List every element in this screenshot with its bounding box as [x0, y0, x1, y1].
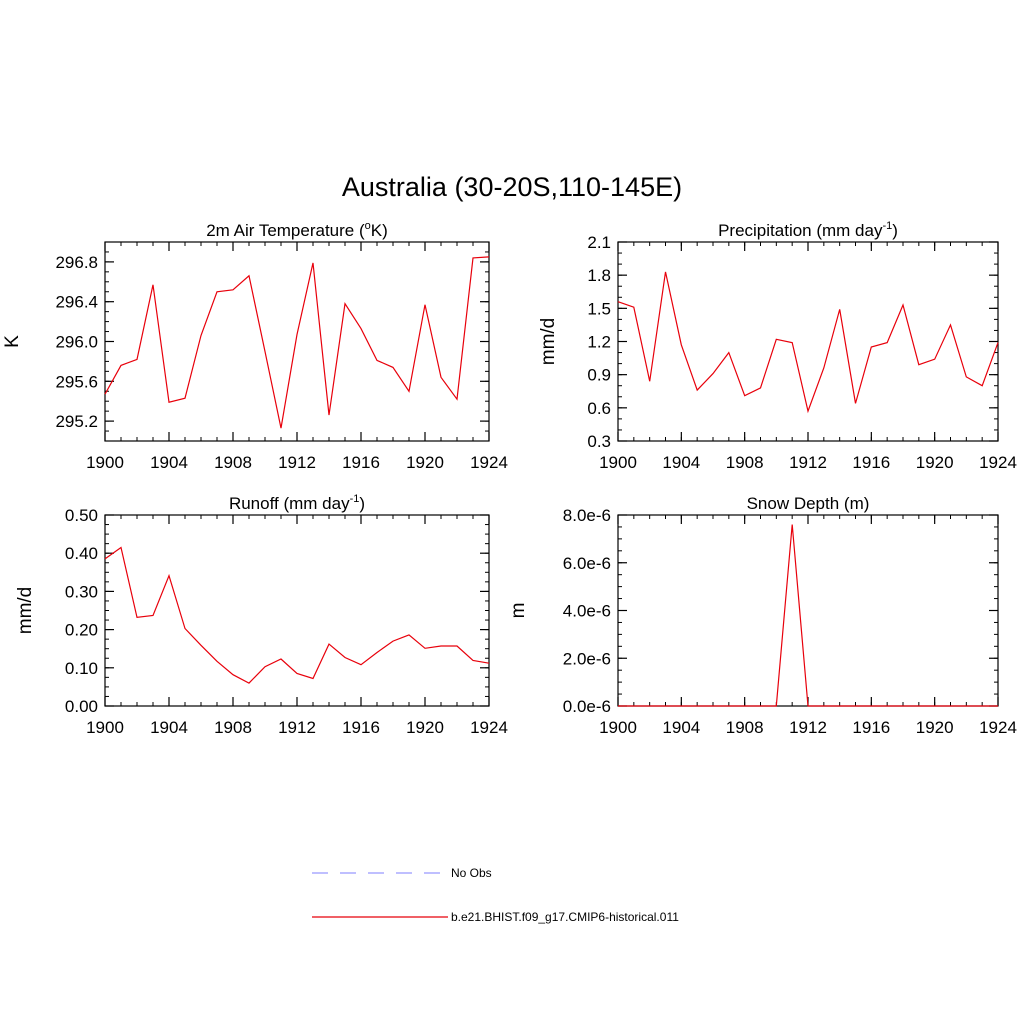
x-tick-label: 1904 — [662, 453, 700, 472]
x-tick-label: 1912 — [789, 718, 827, 737]
figure-title: Australia (30-20S,110-145E) — [342, 172, 682, 202]
y-tick-label: 0.6 — [587, 399, 611, 418]
x-tick-label: 1920 — [916, 453, 954, 472]
y-tick-label: 2.1 — [587, 233, 611, 252]
y-tick-label: 0.3 — [587, 432, 611, 451]
x-tick-label: 1920 — [406, 718, 444, 737]
x-tick-label: 1916 — [852, 718, 890, 737]
x-tick-label: 1912 — [789, 453, 827, 472]
x-tick-label: 1916 — [852, 453, 890, 472]
x-tick-label: 1900 — [86, 718, 124, 737]
x-tick-label: 1904 — [662, 718, 700, 737]
legend-label-model: b.e21.BHIST.f09_g17.CMIP6-historical.011 — [451, 910, 679, 924]
x-tick-label: 1924 — [979, 453, 1017, 472]
x-tick-label: 1908 — [214, 453, 252, 472]
legend: No Obs b.e21.BHIST.f09_g17.CMIP6-histori… — [312, 866, 679, 924]
y-tick-label: 1.8 — [587, 266, 611, 285]
y-tick-label: 0.20 — [65, 621, 98, 640]
panel-snow-depth: 1900 1904 1908 1912 1916 1920 1924 0.0e-6 2.0e-6… — [508, 494, 1017, 737]
series-line-model — [618, 524, 998, 707]
y-tick-label: 0.00 — [65, 697, 98, 716]
x-tick-label: 1908 — [726, 718, 764, 737]
panel-title: Precipitation (mm day-1) — [718, 220, 898, 240]
series-line-model — [617, 271, 999, 414]
x-tick-label: 1912 — [278, 453, 316, 472]
panel-runoff: 1900 1904 1908 1912 1916 1920 1924 0.00 0.10 0.20… — [15, 493, 508, 737]
y-tick-label: 295.6 — [55, 372, 98, 391]
x-tick-label: 1912 — [278, 718, 316, 737]
x-tick-label: 1900 — [599, 718, 637, 737]
x-tick-label: 1924 — [979, 718, 1017, 737]
x-tick-label: 1908 — [214, 718, 252, 737]
x-tick-label: 1900 — [86, 453, 124, 472]
series-line-model — [104, 256, 490, 429]
y-tick-label: 296.0 — [55, 333, 98, 352]
legend-label-no-obs: No Obs — [451, 866, 492, 880]
y-axis-label: mm/d — [538, 318, 559, 366]
plot-frame — [104, 514, 490, 707]
x-tick-label: 1916 — [342, 453, 380, 472]
y-axis-label: m — [508, 603, 529, 619]
y-tick-label: 0.9 — [587, 366, 611, 385]
panels: 1900 1904 1908 1912 1916 1920 1924 295.2 295.6 29… — [2, 220, 1017, 737]
y-tick-label: 0.0e-6 — [563, 697, 611, 716]
plot-frame — [617, 514, 999, 707]
y-tick-label: 2.0e-6 — [563, 649, 611, 668]
x-tick-label: 1904 — [150, 718, 188, 737]
x-tick-label: 1900 — [599, 453, 637, 472]
x-tick-label: 1920 — [406, 453, 444, 472]
y-tick-label: 0.50 — [65, 506, 98, 525]
y-tick-label: 4.0e-6 — [563, 602, 611, 621]
y-tick-label: 295.2 — [55, 412, 98, 431]
y-tick-label: 296.8 — [55, 253, 98, 272]
y-tick-label: 1.5 — [587, 299, 611, 318]
y-tick-label: 296.4 — [55, 293, 98, 312]
y-tick-label: 1.2 — [587, 333, 611, 352]
panel-precipitation: 1900 1904 1908 1912 1916 1920 1924 0.3 0.6 0.9 1.2… — [538, 220, 1017, 472]
panel-title: Snow Depth (m) — [747, 494, 870, 513]
y-tick-label: 8.0e-6 — [563, 506, 611, 525]
y-tick-label: 0.10 — [65, 659, 98, 678]
x-tick-label: 1924 — [470, 453, 508, 472]
plot-frame — [104, 241, 490, 442]
y-tick-label: 0.30 — [65, 582, 98, 601]
series-line-model — [104, 546, 490, 684]
y-tick-label: 0.40 — [65, 544, 98, 563]
y-axis-label: mm/d — [15, 587, 36, 635]
y-axis-label: K — [2, 335, 23, 348]
y-tick-label: 6.0e-6 — [563, 554, 611, 573]
panel-title: Runoff (mm day-1) — [229, 493, 365, 513]
panel-air-temperature: 1900 1904 1908 1912 1916 1920 1924 295.2 295.6 29… — [2, 220, 508, 472]
x-tick-label: 1904 — [150, 453, 188, 472]
x-tick-label: 1908 — [726, 453, 764, 472]
x-tick-label: 1924 — [470, 718, 508, 737]
x-tick-label: 1920 — [916, 718, 954, 737]
panel-title: 2m Air Temperature (oK) — [206, 220, 388, 240]
x-tick-label: 1916 — [342, 718, 380, 737]
